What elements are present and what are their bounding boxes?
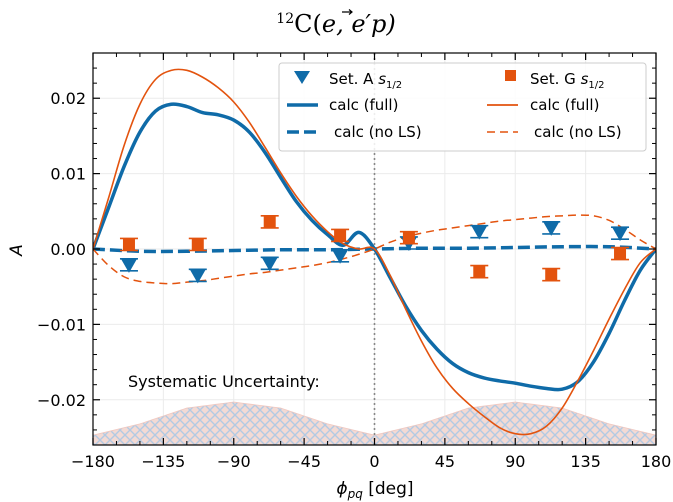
series-line-5 [93, 214, 656, 285]
x-tick-label: −180 [71, 452, 115, 471]
triangle-down-marker [543, 221, 560, 236]
chart-title: 12C(e, e′p) [276, 10, 395, 38]
triangle-down-marker [261, 257, 278, 272]
x-axis-label: ϕpq [deg] [336, 479, 413, 501]
legend-marker-set-a [294, 71, 310, 84]
legend-box [278, 62, 647, 152]
legend-label-g-full: calc (full) [530, 96, 599, 114]
square-marker [614, 247, 627, 260]
y-tick-label: −0.01 [37, 315, 86, 334]
triangle-down-marker [120, 258, 137, 273]
set-g-point [611, 246, 630, 261]
y-tick-label: 0.02 [50, 89, 86, 108]
legend-label-set-g: Set. G s1/2 [530, 70, 605, 91]
set-a-point [119, 257, 138, 273]
square-marker [263, 215, 276, 228]
square-marker [334, 229, 347, 242]
square-marker [402, 231, 415, 244]
series-line-4 [93, 68, 656, 436]
legend-label-set-a: Set. A s1/2 [329, 70, 402, 91]
legend-label-g-nols: calc (no LS) [534, 123, 622, 141]
set-g-point [399, 230, 418, 245]
title-vector-arrow-icon [342, 9, 353, 15]
y-axis-label: A [7, 244, 27, 257]
x-tick-label: 0 [369, 452, 379, 471]
set-a-point [470, 224, 489, 240]
set-g-point [542, 267, 561, 282]
x-tick-label: 180 [641, 452, 672, 471]
set-g-point [260, 215, 279, 229]
x-tick-label: −135 [141, 452, 185, 471]
set-a-point [188, 268, 207, 284]
triangle-down-marker [332, 249, 349, 264]
axes: −180 −135 −90 −45 0 45 90 135 180 −0.02 −0.01 0.00 0… [37, 52, 672, 471]
triangle-down-marker [612, 227, 629, 242]
triangle-down-marker [471, 225, 488, 240]
set-a-point [331, 248, 350, 264]
set-g-point [470, 264, 489, 279]
triangle-down-marker [189, 269, 206, 284]
legend-label-a-full: calc (full) [329, 96, 398, 114]
set-g-point [119, 237, 138, 252]
systematic-uncertainty-label: Systematic Uncertainty: [128, 372, 320, 391]
x-tick-label: 135 [570, 452, 601, 471]
set-g-point [188, 237, 207, 252]
legend-marker-set-g [505, 70, 516, 81]
y-tick-label: −0.02 [37, 391, 86, 410]
legend: Set. A s1/2 Set. G s1/2 calc (full) calc… [278, 62, 647, 152]
set-g-point [331, 228, 350, 243]
x-tick-label: 90 [505, 452, 525, 471]
square-marker [545, 268, 558, 281]
y-tick-label: 0.00 [50, 240, 86, 259]
square-marker [473, 265, 486, 278]
set-a-point [542, 221, 561, 236]
x-tick-label: 45 [435, 452, 455, 471]
set-a-point [611, 226, 630, 242]
data-points [119, 215, 630, 284]
square-marker [122, 238, 135, 251]
calc-curves [93, 53, 656, 445]
legend-label-a-nols: calc (no LS) [334, 123, 422, 141]
x-tick-label: −45 [287, 452, 321, 471]
set-a-point [260, 256, 279, 272]
y-tick-label: 0.01 [50, 165, 86, 184]
square-marker [191, 238, 204, 251]
x-tick-label: −90 [217, 452, 251, 471]
